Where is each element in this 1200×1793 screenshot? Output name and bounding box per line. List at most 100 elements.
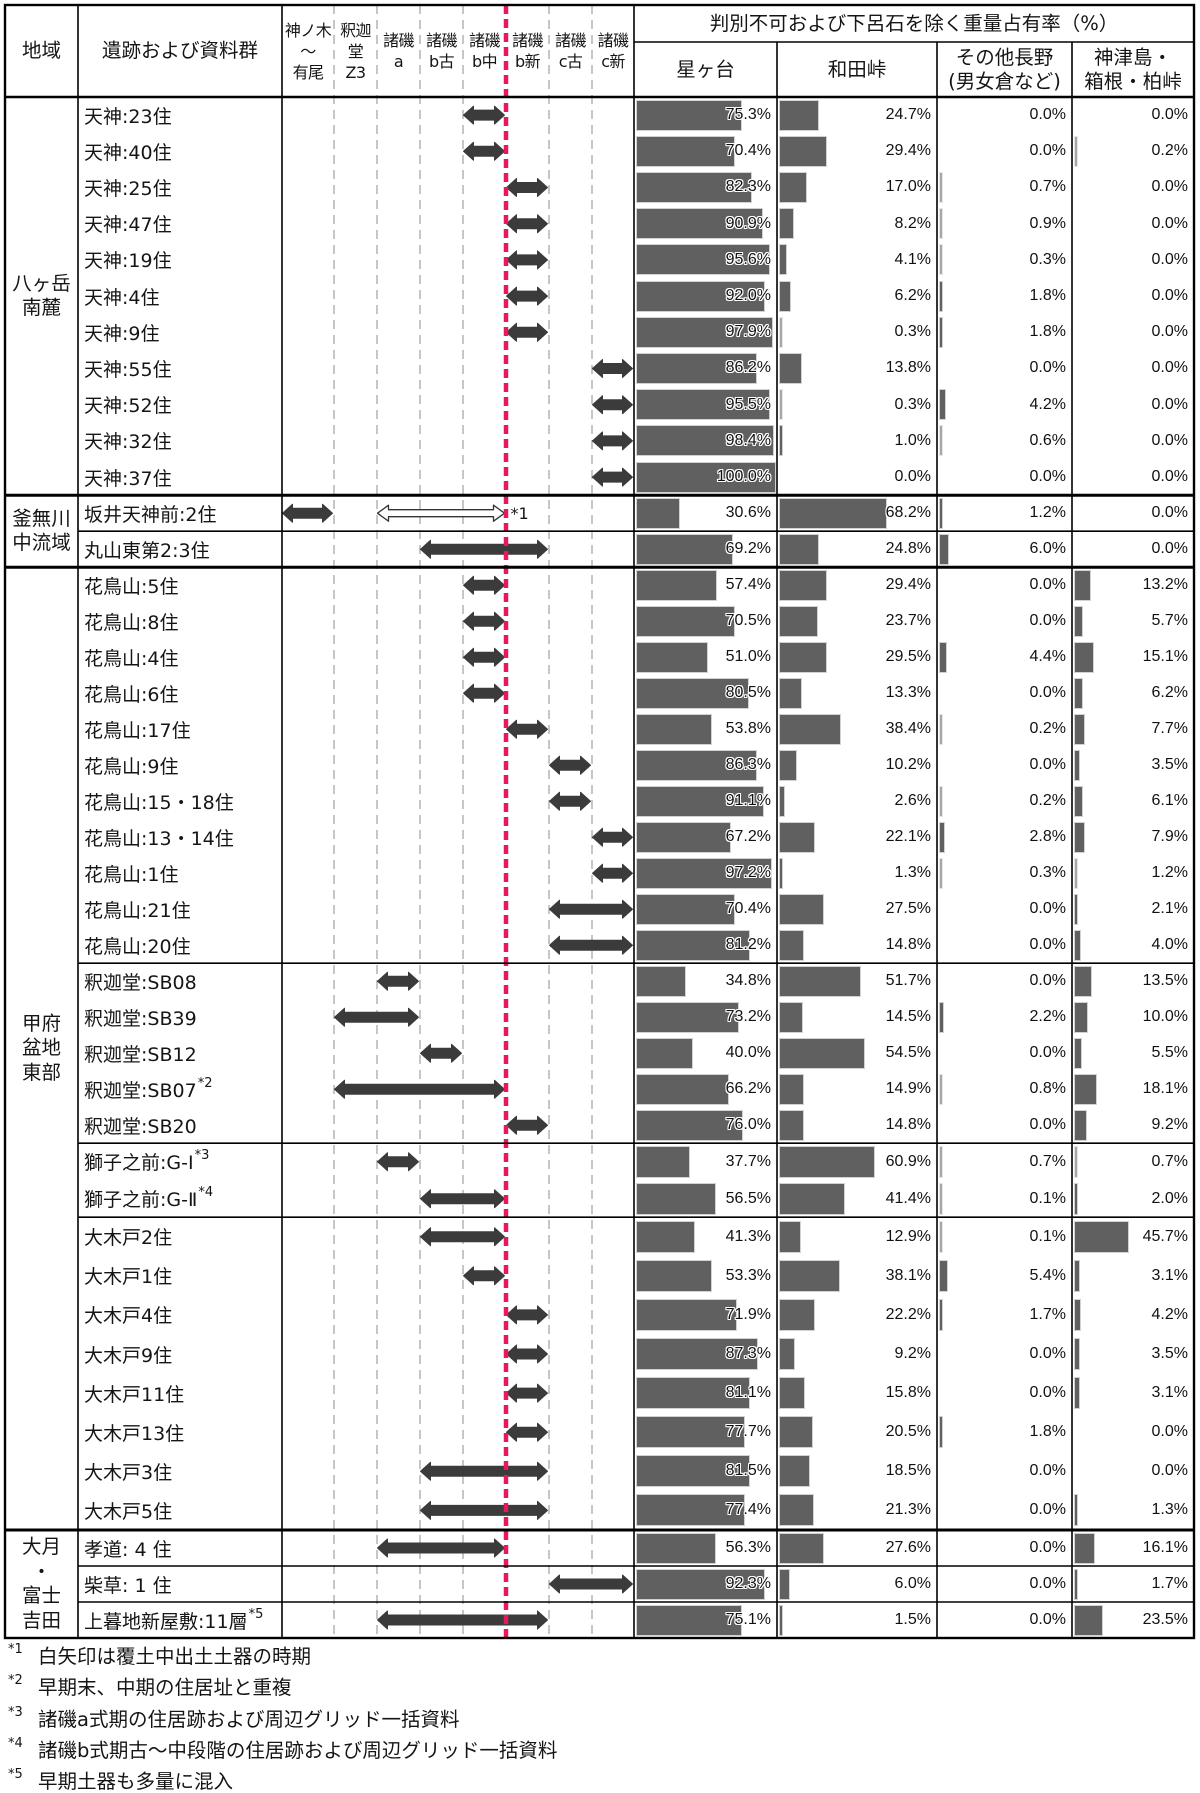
share-label: 86.2%	[725, 359, 771, 377]
period-arrow	[506, 1383, 548, 1403]
period-arrow	[506, 1115, 548, 1135]
share-label: 95.5%	[725, 395, 771, 413]
period-arrow	[334, 1079, 505, 1099]
site-name: 大木戸13住	[84, 1422, 185, 1445]
share-label: 54.5%	[885, 1044, 931, 1062]
region-label-line: ・	[31, 1559, 52, 1583]
period-arrow	[463, 141, 505, 161]
period-arrow	[420, 1189, 505, 1209]
header-period: 諸磯 b中	[463, 5, 506, 97]
header-period-line: b古	[429, 52, 455, 71]
header-period-line: 釈迦	[340, 20, 371, 40]
site-name: 大木戸3住	[84, 1461, 173, 1484]
share-label: 3.5%	[1151, 756, 1188, 774]
site-name: 天神:4住	[84, 286, 160, 309]
period-arrow	[506, 719, 548, 739]
site-name: 大木戸1住	[84, 1266, 173, 1289]
share-label: 100.0%	[716, 468, 771, 486]
site-cell: 釈迦堂:SB08	[84, 963, 280, 999]
site-cell: 柴草: 1 住	[84, 1566, 280, 1602]
share-label: 1.2%	[1151, 864, 1188, 882]
share-label: 18.1%	[1142, 1080, 1188, 1098]
share-label: 2.2%	[1029, 1008, 1066, 1026]
period-arrow	[463, 647, 505, 667]
share-label: 0.0%	[1029, 1501, 1066, 1519]
share-label: 10.0%	[1142, 1008, 1188, 1026]
period-arrow	[463, 105, 505, 125]
region-label-line: 南麓	[21, 296, 61, 320]
period-arrow	[506, 178, 548, 197]
site-cell: 釈迦堂:SB12	[84, 1035, 280, 1071]
share-label: 0.0%	[1029, 468, 1066, 486]
share-label: 98.4%	[725, 431, 771, 449]
period-arrow-hollow	[376, 504, 506, 522]
share-label: 0.0%	[1151, 540, 1188, 558]
site-name: 釈迦堂:SB07	[84, 1079, 197, 1102]
share-label: 9.2%	[1151, 1116, 1188, 1134]
site-note: *5	[248, 1606, 264, 1622]
share-label: 4.0%	[1151, 936, 1188, 954]
region-label: 八ヶ岳 南麓	[5, 97, 78, 495]
header-source-line: その他長野	[955, 45, 1054, 69]
period-arrow	[549, 791, 591, 811]
header-period-line: 諸磯	[469, 31, 500, 50]
region-label-line: 大月	[21, 1535, 61, 1558]
share-label: 0.0%	[1029, 972, 1066, 990]
period-arrows	[282, 105, 633, 1630]
share-label: 81.5%	[725, 1462, 771, 1480]
period-arrow	[506, 1305, 548, 1325]
site-cell: 大木戸1住	[84, 1256, 280, 1295]
site-cell: 坂井天神前:2住	[84, 495, 280, 531]
share-label: 70.5%	[725, 612, 771, 630]
site-name: 天神:23住	[84, 105, 172, 128]
site-name: 花鳥山:13・14住	[84, 827, 234, 850]
site-cell: 天神:23住	[84, 97, 280, 133]
site-name: 獅子之前:G-Ⅰ	[84, 1152, 194, 1175]
header-period-line: a	[393, 52, 404, 71]
share-label: 76.0%	[725, 1116, 771, 1134]
share-label: 41.4%	[885, 1189, 931, 1207]
share-label: 24.8%	[885, 540, 931, 558]
site-cell: 花鳥山:20住	[84, 927, 280, 963]
site-name: 天神:9住	[84, 322, 160, 345]
site-name: 柴草: 1 住	[84, 1574, 172, 1597]
header-source-line: 星ヶ台	[676, 57, 735, 81]
share-label: 0.0%	[1029, 359, 1066, 377]
site-cell: 大木戸13住	[84, 1413, 280, 1452]
share-label: 0.0%	[1151, 1423, 1188, 1441]
share-label: 0.3%	[1029, 250, 1066, 268]
period-arrow	[506, 1422, 548, 1442]
footnote-mark: *3	[8, 1704, 23, 1720]
period-arrow	[377, 1610, 548, 1630]
site-cell: 花鳥山:1住	[84, 855, 280, 891]
share-label: 0.0%	[1029, 1345, 1066, 1363]
site-cell: 天神:4住	[84, 278, 280, 314]
share-label: 21.3%	[885, 1501, 931, 1519]
period-arrow	[549, 899, 633, 919]
site-name: 大木戸11住	[84, 1383, 185, 1406]
share-label: 0.0%	[1029, 684, 1066, 702]
header-site: 遺跡および資料群	[101, 39, 258, 62]
share-label: 0.7%	[1029, 1152, 1066, 1170]
share-label: 56.3%	[725, 1539, 771, 1556]
site-cell: 大木戸3住	[84, 1452, 280, 1491]
share-label: 29.4%	[885, 142, 931, 160]
header-source: 星ヶ台	[634, 42, 777, 97]
header-period: 諸磯 b古	[420, 5, 463, 97]
site-cell: 天神:32住	[84, 423, 280, 459]
site-name: 天神:47住	[84, 214, 172, 237]
period-arrow	[282, 503, 333, 523]
share-label: 4.4%	[1029, 648, 1066, 666]
share-label: 15.1%	[1142, 648, 1188, 666]
footnote-mark: *4	[8, 1735, 23, 1751]
share-label: 1.7%	[1029, 1305, 1066, 1323]
share-label: 15.8%	[885, 1384, 931, 1402]
share-label: 69.2%	[725, 540, 771, 558]
share-label: 0.0%	[1151, 504, 1188, 522]
site-note: *2	[197, 1075, 213, 1091]
share-label: 0.0%	[1029, 1611, 1066, 1628]
period-arrow	[420, 1461, 548, 1481]
header-period-line: c古	[558, 52, 583, 71]
share-label: 16.1%	[1142, 1539, 1188, 1556]
share-label: 75.1%	[725, 1611, 771, 1628]
